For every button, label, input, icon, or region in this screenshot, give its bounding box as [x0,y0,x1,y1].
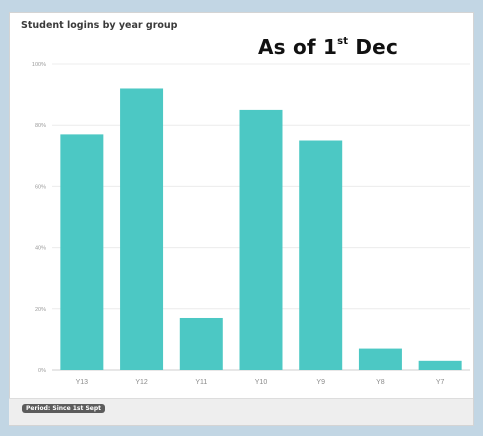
chart-title: Student logins by year group [21,20,178,31]
x-tick-label: Y11 [195,379,207,386]
bar-y12 [120,88,164,370]
x-tick-label: Y12 [135,379,148,386]
x-tick-label: Y10 [255,379,268,386]
bar-y9 [299,140,343,370]
x-tick-label: Y9 [316,379,325,386]
y-tick-label: 100% [32,62,46,68]
annotation-prefix: As of 1 [258,35,338,59]
x-tick-label: Y7 [436,379,445,386]
x-tick-label: Y8 [376,379,385,386]
bar-y8 [358,348,402,370]
bar-y10 [239,109,283,371]
bar-y13 [60,134,104,370]
bar-y7 [418,360,462,370]
y-tick-label: 0% [38,368,46,374]
as-of-date-annotation: As of 1st Dec [258,35,398,59]
annotation-superscript: st [337,36,349,48]
y-tick-label: 60% [35,184,46,190]
annotation-suffix: Dec [348,35,399,59]
y-tick-label: 20% [35,307,46,313]
x-tick-label: Y13 [76,379,89,386]
y-tick-label: 80% [35,123,46,129]
y-tick-label: 40% [35,246,46,252]
bar-y11 [179,317,223,370]
period-badge: Period: Since 1st Sept [22,404,106,413]
